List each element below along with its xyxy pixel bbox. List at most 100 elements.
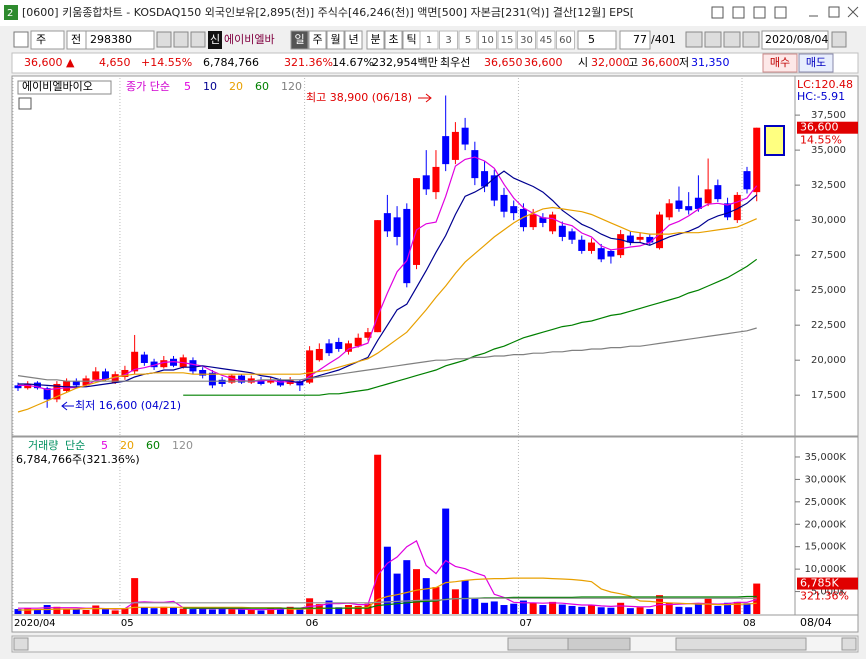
x-axis-area <box>11 614 859 633</box>
volume-bar <box>335 607 343 614</box>
moving-average-line <box>18 540 757 611</box>
candle-body <box>325 343 333 354</box>
candle-body <box>568 231 576 240</box>
custom-select[interactable] <box>577 30 617 50</box>
candle-body <box>743 171 751 190</box>
interval-button-text: 5 <box>465 35 471 46</box>
interval-button[interactable] <box>439 30 458 50</box>
interval-button-text: 60 <box>559 35 572 46</box>
current-rate-label: 14.55% <box>800 134 842 147</box>
candle-body <box>82 378 90 386</box>
volume-bar <box>121 608 129 614</box>
code-input[interactable] <box>85 30 155 50</box>
quote-low: 31,350 <box>691 56 730 69</box>
volume-bar <box>704 598 712 614</box>
tool-icons[interactable] <box>156 31 206 48</box>
candle-body <box>218 379 226 384</box>
candle-body <box>704 189 712 204</box>
candle-body <box>101 371 109 380</box>
period-button-text: 틱 <box>406 33 416 46</box>
candle-body <box>607 250 615 257</box>
interval-button[interactable] <box>419 30 439 50</box>
volume-bar <box>753 583 761 614</box>
y-tick-label: 30,000K <box>804 474 846 485</box>
volume-bar <box>471 598 479 614</box>
quote-volume: 6,784,766 <box>203 56 259 69</box>
calendar-button[interactable] <box>831 31 847 48</box>
volume-bar <box>587 605 595 614</box>
candle-body <box>685 206 693 211</box>
quote-high: 36,600 <box>641 56 680 69</box>
current-value-label: 36,600 <box>800 121 839 134</box>
low-annotation: 최저 16,600 (04/21) <box>75 399 181 412</box>
buy-button[interactable] <box>762 53 798 73</box>
candle-body <box>92 371 100 380</box>
interval-button[interactable] <box>458 30 478 50</box>
candle-body <box>442 136 450 165</box>
lc-label: LC:120.48 <box>797 78 853 91</box>
grid-icon[interactable] <box>13 31 29 48</box>
buy-text: 매수 <box>770 56 790 69</box>
price-title: 에이비엘바이오 <box>22 80 93 93</box>
candle-body <box>656 214 664 249</box>
period-button[interactable] <box>326 30 345 50</box>
volume-bar <box>63 608 71 614</box>
legend-entry: 10 <box>203 80 217 93</box>
volume-bar <box>267 608 275 614</box>
volume-bar <box>364 603 372 614</box>
y-tick-label: 15,000K <box>804 542 846 553</box>
volume-bar <box>160 606 168 614</box>
interval-button[interactable] <box>497 30 517 50</box>
sell-button[interactable] <box>798 53 834 73</box>
candle-body <box>131 351 139 372</box>
count-text: 77 <box>633 33 647 46</box>
volume-bar <box>733 601 741 614</box>
candle-body <box>199 369 207 376</box>
candle-body <box>189 360 197 372</box>
credit-badge <box>208 31 222 49</box>
volume-bar <box>24 608 32 614</box>
volume-bar <box>568 605 576 614</box>
interval-button[interactable] <box>517 30 536 50</box>
x-tick-label: 07 <box>519 618 532 629</box>
volume-bar <box>111 610 119 614</box>
candle-body <box>413 178 421 265</box>
moving-average-line <box>17 327 757 382</box>
period-button[interactable] <box>290 30 309 50</box>
candle-body <box>160 360 168 368</box>
quote-open: 32,000 <box>591 56 630 69</box>
period-button[interactable] <box>308 30 327 50</box>
candle-body <box>14 385 22 389</box>
candle-body <box>587 242 595 251</box>
period-button[interactable] <box>384 30 403 50</box>
volume-bar <box>685 607 693 614</box>
period-button[interactable] <box>344 30 363 50</box>
volume-bar <box>481 602 489 614</box>
custom-text: 5 <box>588 33 595 46</box>
price-legend-label: 종가 단순 <box>126 80 170 93</box>
period-button-text: 분 <box>370 33 380 46</box>
date-text: 2020/08/04 <box>765 33 828 46</box>
volume-bar <box>179 608 187 614</box>
legend-entry: 120 <box>172 439 193 452</box>
tool-icons-2[interactable] <box>685 31 760 48</box>
volume-bar <box>665 602 673 614</box>
interval-button[interactable] <box>556 30 575 50</box>
candle-body <box>549 214 557 232</box>
table-icon[interactable] <box>18 97 32 110</box>
candle-body <box>753 127 761 193</box>
count-input[interactable] <box>619 30 651 50</box>
candle-body <box>364 332 372 338</box>
period-select[interactable] <box>30 30 65 50</box>
window-buttons[interactable] <box>711 6 859 19</box>
period-button[interactable] <box>366 30 385 50</box>
interval-button[interactable] <box>536 30 556 50</box>
interval-button[interactable] <box>478 30 497 50</box>
date-input[interactable] <box>761 30 829 50</box>
volume-bar <box>257 610 265 614</box>
legend-entry: 20 <box>229 80 243 93</box>
y-tick-label: 20,000 <box>811 355 846 366</box>
scrollbar[interactable] <box>11 635 859 653</box>
moving-average-line <box>18 170 758 388</box>
